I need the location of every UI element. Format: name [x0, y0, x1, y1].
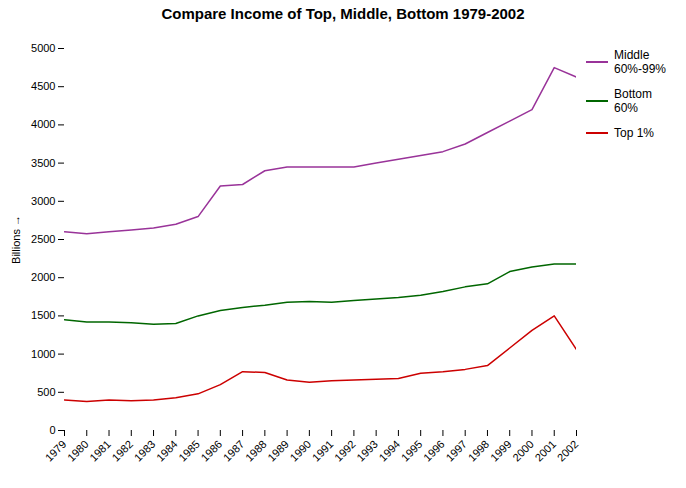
svg-text:500: 500	[37, 386, 55, 398]
svg-text:1989: 1989	[265, 438, 291, 464]
svg-text:4000: 4000	[31, 118, 55, 130]
svg-text:1997: 1997	[443, 438, 469, 464]
svg-text:1993: 1993	[354, 438, 380, 464]
svg-text:2500: 2500	[31, 233, 55, 245]
svg-text:1979: 1979	[43, 438, 69, 464]
svg-text:1998: 1998	[466, 438, 492, 464]
svg-text:1990: 1990	[287, 438, 313, 464]
svg-text:2002: 2002	[555, 438, 581, 464]
svg-text:3000: 3000	[31, 195, 55, 207]
svg-text:1984: 1984	[154, 438, 180, 464]
svg-text:1994: 1994	[377, 438, 403, 464]
svg-text:1985: 1985	[176, 438, 202, 464]
svg-text:1995: 1995	[399, 438, 425, 464]
svg-text:1992: 1992	[332, 438, 358, 464]
html-text:Bottom 60%: Bottom 60%	[614, 86, 652, 116]
svg-text:2001: 2001	[532, 438, 558, 464]
svg-text:2000: 2000	[510, 438, 536, 464]
svg-text:1500: 1500	[31, 309, 55, 321]
html-text:Compare Income of Top, Middle,: Compare Income of Top, Middle, Bottom 19…	[161, 5, 525, 22]
svg-text:1983: 1983	[132, 438, 158, 464]
svg-text:1000: 1000	[31, 348, 55, 360]
svg-text:1986: 1986	[198, 438, 224, 464]
svg-text:1999: 1999	[488, 438, 514, 464]
svg-text:1996: 1996	[421, 438, 447, 464]
html-text:Middle 60%-99%: Middle 60%-99%	[614, 48, 666, 77]
svg-text:4500: 4500	[31, 80, 55, 92]
svg-text:3500: 3500	[31, 157, 55, 169]
svg-text:1988: 1988	[243, 438, 269, 464]
svg-text:1982: 1982	[109, 438, 135, 464]
svg-text:1981: 1981	[87, 438, 113, 464]
svg-text:1980: 1980	[65, 438, 91, 464]
svg-text:Billions →: Billions →	[10, 215, 22, 264]
svg-text:0: 0	[49, 424, 55, 436]
svg-text:1987: 1987	[221, 438, 247, 464]
svg-text:5000: 5000	[31, 42, 55, 54]
html-text:Top 1%: Top 1%	[614, 125, 654, 140]
svg-text:2000: 2000	[31, 271, 55, 283]
svg-text:1991: 1991	[310, 438, 336, 464]
